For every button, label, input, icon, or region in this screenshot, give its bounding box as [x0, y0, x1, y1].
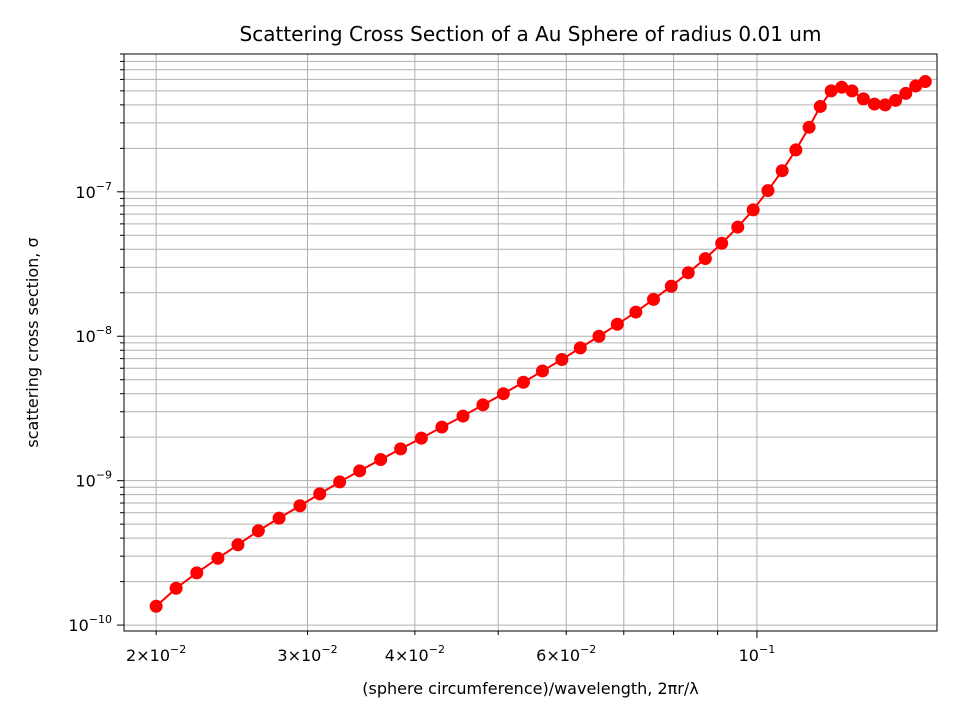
- axis-ticks: [117, 53, 758, 638]
- data-point: [231, 538, 245, 552]
- data-point: [456, 409, 470, 423]
- data-point: [867, 97, 881, 111]
- data-point: [435, 420, 449, 434]
- data-point: [573, 341, 587, 355]
- data-point: [813, 99, 827, 113]
- data-point: [664, 279, 678, 293]
- data-point: [629, 305, 643, 319]
- y-axis-label: scattering cross section, σ: [23, 237, 42, 447]
- tick-labels: 2×10−2 3×10−2 4×10−2 6×10−2 10−1 10−10 10−9 10−…: [68, 180, 775, 665]
- x-tick-label: 4×10−2: [385, 643, 445, 665]
- y-tick-label: 10−8: [75, 324, 112, 346]
- data-series: [149, 75, 932, 613]
- data-point: [476, 398, 490, 412]
- data-point: [313, 487, 327, 501]
- data-point: [169, 581, 183, 595]
- data-point: [761, 184, 775, 198]
- x-axis-label: (sphere circumference)/wavelength, 2πr/λ: [362, 679, 698, 698]
- data-point: [333, 475, 347, 489]
- data-point: [646, 292, 660, 306]
- data-point: [610, 317, 624, 331]
- x-tick-label: 10−1: [739, 643, 776, 665]
- x-tick-label: 2×10−2: [126, 643, 186, 665]
- data-point: [789, 143, 803, 157]
- data-point: [211, 551, 225, 565]
- data-point: [698, 252, 712, 266]
- data-point: [918, 75, 932, 89]
- y-tick-label: 10−10: [68, 613, 112, 635]
- data-point: [681, 266, 695, 280]
- data-point: [715, 236, 729, 250]
- chart-title: Scattering Cross Section of a Au Sphere …: [240, 22, 822, 46]
- data-point: [535, 364, 549, 378]
- data-point: [190, 566, 204, 580]
- data-point: [802, 120, 816, 134]
- data-point: [272, 511, 286, 525]
- data-point: [889, 93, 903, 107]
- y-tick-label: 10−7: [75, 180, 112, 202]
- x-tick-label: 6×10−2: [536, 643, 596, 665]
- data-point: [293, 499, 307, 513]
- data-point: [555, 353, 569, 367]
- data-point: [899, 86, 913, 100]
- x-tick-label: 3×10−2: [277, 643, 337, 665]
- data-point: [731, 220, 745, 234]
- data-point: [353, 464, 367, 478]
- data-point: [149, 599, 163, 613]
- data-point: [374, 453, 388, 467]
- data-point: [856, 92, 870, 106]
- data-point: [496, 387, 510, 401]
- data-point: [414, 431, 428, 445]
- data-point: [394, 442, 408, 456]
- y-tick-label: 10−9: [75, 469, 112, 491]
- data-point: [592, 329, 606, 343]
- data-point: [845, 84, 859, 98]
- data-point: [775, 164, 789, 178]
- data-point: [516, 375, 530, 389]
- grid: [124, 53, 937, 631]
- data-point: [251, 524, 265, 538]
- data-point: [746, 203, 760, 217]
